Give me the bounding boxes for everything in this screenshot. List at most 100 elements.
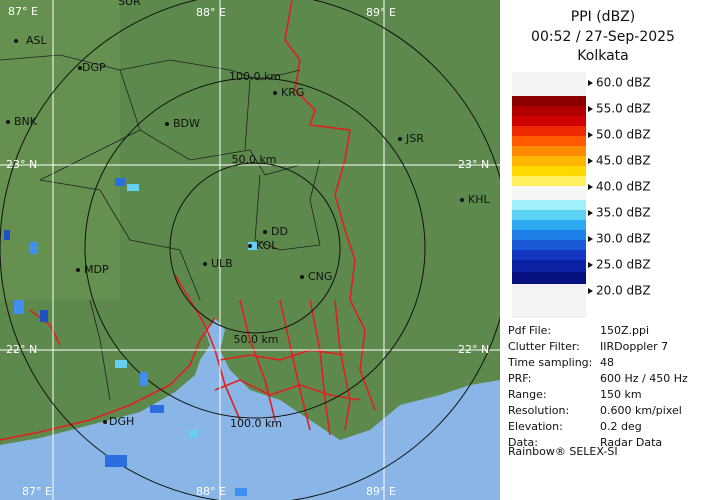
echo: [30, 242, 38, 254]
border: [29, 309, 61, 346]
scale-band: [512, 250, 586, 260]
place-dot: [14, 39, 18, 43]
ring: [169, 162, 341, 334]
echo: [248, 242, 258, 250]
place-dot: [398, 137, 402, 141]
echoes: [4, 178, 258, 496]
place-dot: [300, 275, 304, 279]
echo: [4, 230, 10, 240]
place-label: SUR: [118, 0, 141, 8]
coast: [0, 317, 216, 441]
ring: [84, 77, 426, 419]
scale-band: [512, 240, 586, 250]
scale-band: [512, 176, 586, 186]
scale-band: [512, 220, 586, 230]
ring-label: 100.0 km: [230, 417, 282, 430]
info: Pdf File: 150Z.ppi Clutter Filter: IIRDoppl…: [507, 324, 688, 449]
info-key: Data:: [508, 436, 538, 449]
legend-arrow: [588, 210, 593, 216]
legend-label: 55.0 dBZ: [596, 102, 651, 116]
sea: [0, 318, 500, 500]
ring-label: 50.0 km: [233, 333, 278, 346]
scale-band: [512, 230, 586, 240]
lon-label: 87° E: [22, 485, 52, 498]
info-key: Range:: [508, 388, 547, 401]
place-dot: [248, 244, 252, 248]
echo: [105, 455, 127, 467]
scale-band: [512, 186, 586, 200]
lat-label: 22° N: [458, 343, 489, 356]
legend-arrow: [588, 132, 593, 138]
place-dot: [6, 120, 10, 124]
lon-label: 89° E: [366, 6, 396, 19]
echo: [14, 300, 24, 314]
ring-label: 100.0 km: [229, 70, 281, 83]
legend-label: 50.0 dBZ: [596, 128, 651, 142]
place-label: CNG: [308, 270, 332, 283]
place-dot: [78, 66, 82, 70]
lat-label: 23° N: [458, 158, 489, 171]
legend-label: 30.0 dBZ: [596, 232, 651, 246]
border: [284, 0, 376, 411]
scale-band: [512, 272, 586, 284]
info-value: 48: [600, 356, 614, 369]
lat-label: 22° N: [6, 343, 37, 356]
place-dot: [76, 268, 80, 272]
lon-label: 87° E: [8, 5, 38, 18]
scale-band: [512, 200, 586, 210]
color-scale: [512, 72, 586, 318]
echo: [190, 430, 198, 438]
scale-band: [512, 126, 586, 136]
place-label: DGH: [109, 415, 134, 428]
legend-arrow: [588, 80, 593, 86]
place-label: BNK: [14, 115, 38, 128]
place-label: KOL: [256, 239, 278, 252]
scale-band: [512, 96, 586, 106]
location: Kolkata: [577, 48, 628, 64]
place-label: MDP: [84, 263, 109, 276]
place-dot: [203, 262, 207, 266]
info-key: Resolution:: [508, 404, 569, 417]
info-value: 0.2 deg: [600, 420, 642, 433]
echo: [127, 184, 139, 191]
scale-band: [512, 72, 586, 96]
legend-label: 35.0 dBZ: [596, 206, 651, 220]
borders: [0, 0, 376, 441]
scale-band: [512, 156, 586, 166]
place-dot: [263, 230, 267, 234]
legend-arrow: [588, 236, 593, 242]
graticule: [0, 0, 500, 500]
legend-arrow: [588, 288, 593, 294]
place-label: DGP: [82, 61, 106, 74]
legend-label: 45.0 dBZ: [596, 154, 651, 168]
info-value: 150 km: [600, 388, 642, 401]
echo: [40, 310, 48, 322]
info-value: 600 Hz / 450 Hz: [600, 372, 688, 385]
river: [214, 349, 361, 401]
place-label: ULB: [211, 257, 233, 270]
info-value: 0.600 km/pixel: [600, 404, 682, 417]
scale-band: [512, 136, 586, 146]
scale-band: [512, 166, 586, 176]
legend-label: 25.0 dBZ: [596, 258, 651, 272]
place-label: ASL: [26, 34, 48, 47]
legend-arrow: [588, 262, 593, 268]
legend-label: 20.0 dBZ: [596, 284, 651, 298]
scale-band: [512, 260, 586, 272]
place-dot: [460, 198, 464, 202]
timestamp: 00:52 / 27-Sep-2025: [531, 29, 675, 45]
ring-label: 50.0 km: [231, 153, 276, 166]
scale-band: [512, 116, 586, 126]
echo: [115, 360, 127, 368]
echo: [115, 178, 125, 186]
title: PPI (dBZ): [571, 9, 635, 25]
info-value: IIRDoppler 7: [600, 340, 668, 353]
map: SUR ASL DGP BNK BDW KRG JSR KHL DD KOL U…: [0, 0, 511, 500]
info-key: Pdf File:: [508, 324, 551, 337]
scale-band: [512, 284, 586, 318]
footer: Rainbow® SELEX-SI: [508, 445, 618, 458]
lon-label: 89° E: [366, 485, 396, 498]
info-key: Elevation:: [508, 420, 563, 433]
places: SUR ASL DGP BNK BDW KRG JSR KHL DD KOL U…: [6, 0, 490, 428]
